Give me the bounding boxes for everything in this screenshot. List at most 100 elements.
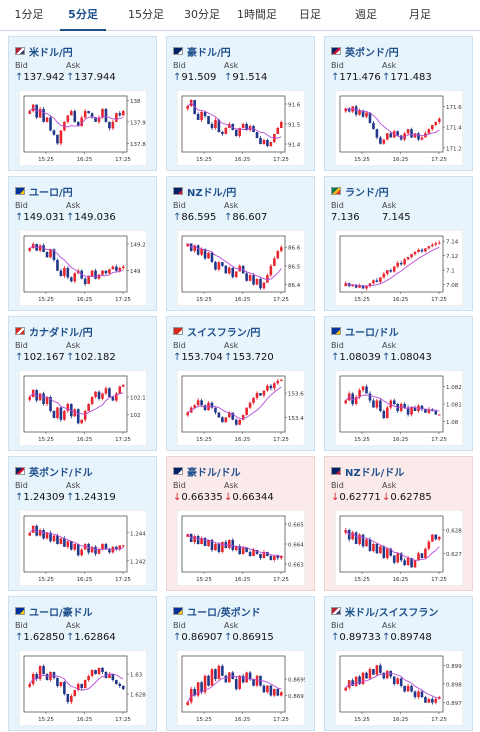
moving-average-line (29, 673, 124, 691)
price-chart[interactable]: 86.6 86.5 86.4 15:25 16:25 17:25 (177, 230, 305, 306)
candle-body (396, 678, 399, 684)
tab-4[interactable]: 30分足 (184, 8, 220, 21)
pair-name-link[interactable]: 米ドル/円 (15, 44, 73, 59)
candle-body (266, 275, 269, 283)
pair-name: 豪ドル/円 (187, 48, 231, 59)
price-chart[interactable]: 138 137.9 137.8 15:25 16:25 17:25 (19, 90, 147, 166)
price-chart[interactable]: 153.6 153.4 15:25 16:25 17:25 (177, 370, 305, 446)
bid-label: Bid (15, 61, 28, 70)
x-tick-label: 17:25 (431, 157, 447, 163)
tab-5[interactable]: 1時間足 (237, 8, 277, 21)
rate-card[interactable]: 豪ドル/円 Bid Ask ↑91.509 ↑91.514 91.6 91.5 91.4 15:… (166, 36, 315, 171)
flag-nz-icon (331, 467, 341, 475)
pair-name-link[interactable]: ランド/円 (331, 184, 389, 199)
rate-card[interactable]: 英ポンド/円 Bid Ask ↑171.476 ↑171.483 171.6 171.4 17… (324, 36, 473, 171)
plot-frame (23, 95, 128, 153)
candle-body (434, 698, 438, 703)
candle-body (252, 550, 255, 556)
price-chart[interactable]: 91.6 91.5 91.4 15:25 16:25 17:25 (177, 90, 305, 166)
trend-arrow-icon: ↑ (331, 632, 340, 643)
candle-body (389, 548, 393, 556)
pair-name-link[interactable]: ユーロ/豪ドル (15, 604, 93, 619)
tab-2[interactable]: 5分足 (60, 0, 106, 31)
candle-body (358, 534, 361, 544)
candle-body (42, 530, 45, 539)
candle-body (427, 541, 431, 549)
y-tick-label: 0.627 (446, 552, 462, 558)
candle-body (234, 419, 238, 425)
price-chart[interactable]: 171.6 171.4 171.2 15:25 16:25 17:25 (335, 90, 463, 166)
pair-name-link[interactable]: ユーロ/円 (15, 184, 73, 199)
rate-card[interactable]: ユーロ/円 Bid Ask ↑149.031 ↑149.036 149.2 149 15:25… (8, 176, 157, 311)
y-tick-label: 0.8695 (288, 678, 305, 684)
candle-body (437, 414, 441, 416)
bid-number: 0.62771 (339, 492, 381, 503)
rate-card[interactable]: スイスフラン/円 Bid Ask ↑153.704 ↑153.720 153.6 153.4… (166, 316, 315, 451)
candle-body (386, 670, 389, 679)
tab-8[interactable]: 月足 (409, 8, 431, 21)
candle-body (121, 266, 125, 268)
candle-body (121, 686, 125, 689)
ask-number: 153.720 (232, 352, 274, 363)
candle-body (410, 129, 413, 138)
rate-card[interactable]: ユーロ/豪ドル Bid Ask ↑1.62850 ↑1.62864 1.63 1.628 15… (8, 596, 157, 731)
pair-name-link[interactable]: カナダドル/円 (15, 324, 93, 339)
pair-name-link[interactable]: 英ポンド/ドル (15, 464, 93, 479)
pair-name-link[interactable]: ユーロ/ドル (331, 324, 399, 339)
candle-body (279, 247, 283, 251)
candle-body (358, 676, 361, 684)
candle-body (42, 393, 45, 404)
price-chart[interactable]: 1.244 1.242 15:25 16:25 17:25 (19, 510, 147, 586)
rate-card[interactable]: 米ドル/スイスフラン Bid Ask ↑0.89733 ↑0.89748 0.899 0.8… (324, 596, 473, 731)
pair-name-link[interactable]: 豪ドル/ドル (173, 464, 241, 479)
rate-card[interactable]: 米ドル/円 Bid Ask ↑137.942 ↑137.944 138 137.9 137.8… (8, 36, 157, 171)
flag-nz-icon (173, 187, 183, 195)
candle-body (97, 668, 101, 674)
candle-body (228, 672, 231, 683)
trend-arrow-icon: ↑ (382, 352, 391, 363)
tab-7[interactable]: 週足 (355, 8, 377, 21)
pair-name-link[interactable]: NZドル/円 (173, 184, 237, 199)
ask-number: 0.66344 (232, 492, 274, 503)
price-chart[interactable]: 102.1 102 15:25 16:25 17:25 (19, 370, 147, 446)
price-chart[interactable]: 0.628 0.627 15:25 16:25 17:25 (335, 510, 463, 586)
ask-number: 0.89748 (390, 632, 432, 643)
y-tick-label: 7.12 (446, 254, 458, 260)
tab-3[interactable]: 15分足 (128, 8, 164, 21)
price-chart[interactable]: 0.899 0.898 0.897 15:25 16:25 17:25 (335, 650, 463, 726)
rate-card[interactable]: NZドル/ドル Bid Ask ↓0.62771 ↓0.62785 0.628 0.627 1… (324, 456, 473, 591)
tab-6[interactable]: 日足 (299, 8, 321, 21)
pair-name-link[interactable]: 米ドル/スイスフラン (331, 604, 438, 619)
price-chart[interactable]: 1.082 1.081 1.08 15:25 16:25 17:25 (335, 370, 463, 446)
price-chart[interactable]: 7.14 7.12 7.1 7.08 15:25 16:25 17:25 (335, 230, 463, 306)
candle-body (406, 685, 410, 692)
moving-average-line (345, 672, 440, 699)
price-chart[interactable]: 149.2 149 15:25 16:25 17:25 (19, 230, 147, 306)
candle-body (66, 115, 70, 122)
candle-body (259, 138, 262, 144)
rate-card[interactable]: ユーロ/ドル Bid Ask ↑1.08039 ↑1.08043 1.082 1.081 1.… (324, 316, 473, 451)
pair-name: NZドル/円 (187, 188, 237, 199)
rate-card[interactable]: ランド/円 Bid Ask 7.136 7.145 7.14 7.12 7.1 7.08 15:2… (324, 176, 473, 311)
pair-name-link[interactable]: 豪ドル/円 (173, 44, 231, 59)
candle-body (118, 268, 122, 271)
candle-body (420, 553, 424, 558)
rate-card[interactable]: 英ポンド/ドル Bid Ask ↑1.24309 ↑1.24319 1.244 1.242 1… (8, 456, 157, 591)
pair-name-link[interactable]: NZドル/ドル (331, 464, 404, 479)
ask-label: Ask (382, 341, 397, 350)
pair-name-link[interactable]: ユーロ/英ポンド (173, 604, 261, 619)
price-chart[interactable]: 1.63 1.628 15:25 16:25 17:25 (19, 650, 147, 726)
candle-body (90, 113, 94, 118)
rate-card[interactable]: 豪ドル/ドル Bid Ask ↓0.66335 ↓0.66344 0.665 0.664 0.… (166, 456, 315, 591)
rate-card[interactable]: カナダドル/円 Bid Ask ↑102.167 ↑102.182 102.1 102 15:… (8, 316, 157, 451)
price-chart[interactable]: 0.665 0.664 0.663 15:25 16:25 17:25 (177, 510, 305, 586)
bid-label: Bid (331, 341, 344, 350)
pair-name-link[interactable]: スイスフラン/円 (173, 324, 260, 339)
tab-1[interactable]: 1分足 (14, 8, 44, 21)
pair-name-link[interactable]: 英ポンド/円 (331, 44, 399, 59)
price-chart[interactable]: 0.8695 0.869 15:25 16:25 17:25 (177, 650, 305, 726)
rate-card[interactable]: ユーロ/英ポンドBidAsk↑0.86907↑0.869150.86950.86… (166, 596, 315, 731)
rate-card[interactable]: NZドル/円 Bid Ask ↑86.595 ↑86.607 86.6 86.5 86.4 15… (166, 176, 315, 311)
y-tick-label: 1.63 (130, 673, 143, 679)
candle-body (406, 407, 410, 415)
